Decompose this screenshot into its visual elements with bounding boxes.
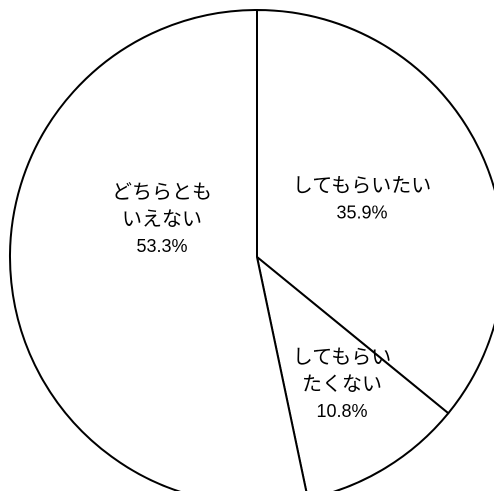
slice-value-label-neither: 53.3% [136, 236, 187, 256]
slice-category-label-do-not-want: してもらい [293, 346, 391, 368]
slice-category-label-neither: いえない [122, 208, 202, 230]
pie-slice-want [256, 9, 494, 415]
slice-value-label-want: 35.9% [336, 202, 387, 222]
slice-label-want: してもらいたい 35.9% [293, 175, 431, 222]
slice-category-label-want: してもらいたい [293, 175, 431, 197]
slice-value-label-do-not-want: 10.8% [316, 401, 367, 421]
slice-category-label-do-not-want: たくない [302, 373, 382, 395]
pie-slice-do-not-want [256, 256, 450, 496]
slices-layer [9, 9, 494, 496]
slice-category-label-neither: どちらとも [112, 180, 212, 203]
